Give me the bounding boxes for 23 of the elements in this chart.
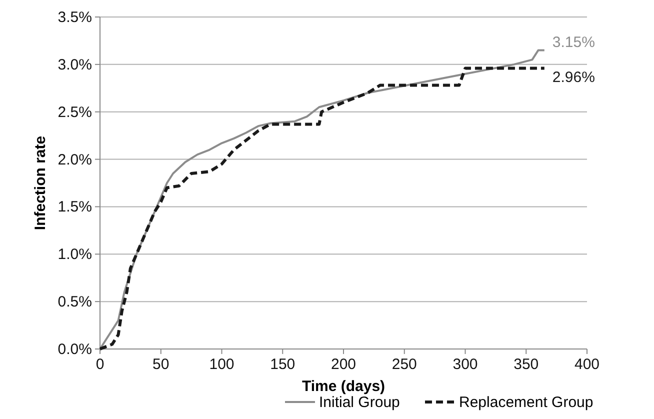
- annotation: 2.96%: [552, 69, 595, 86]
- y-tick-label: 0.0%: [58, 341, 92, 358]
- y-tick-label: 1.0%: [58, 246, 92, 264]
- legend-label: Replacement Group: [459, 394, 594, 411]
- x-tick-label: 0: [96, 356, 104, 373]
- x-tick-label: 400: [574, 356, 600, 373]
- annotation: 3.15%: [552, 34, 595, 52]
- y-tick-label: 3.0%: [58, 56, 92, 74]
- x-tick-label: 300: [452, 356, 478, 373]
- x-tick-label: 350: [514, 356, 539, 373]
- legend-label: Initial Group: [319, 394, 400, 411]
- y-axis-title: Infection rate: [32, 136, 49, 230]
- y-tick-label: 2.0%: [58, 151, 92, 168]
- x-tick-label: 50: [152, 356, 170, 373]
- x-tick-label: 150: [270, 356, 296, 373]
- x-tick-label: 200: [330, 356, 356, 373]
- y-tick-label: 1.5%: [58, 198, 92, 216]
- x-tick-label: 100: [209, 356, 234, 373]
- y-tick-label: 0.5%: [58, 294, 92, 311]
- y-tick-label: 3.5%: [58, 9, 92, 26]
- x-tick-label: 250: [392, 356, 417, 373]
- x-axis-title: Time (days): [302, 378, 386, 395]
- y-tick-label: 2.5%: [58, 104, 92, 121]
